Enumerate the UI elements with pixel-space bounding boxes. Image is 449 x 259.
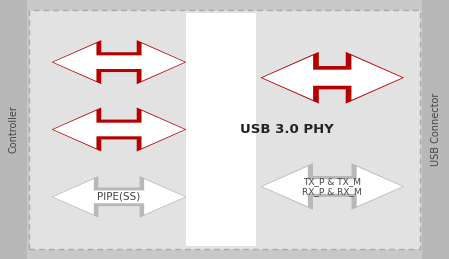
FancyBboxPatch shape: [422, 0, 449, 259]
Text: USB Connector: USB Connector: [431, 93, 440, 166]
Polygon shape: [260, 163, 404, 210]
Text: Controller: Controller: [9, 106, 18, 153]
Text: DP & DM: DP & DM: [309, 73, 355, 83]
Polygon shape: [260, 52, 404, 104]
Polygon shape: [53, 43, 185, 81]
Polygon shape: [52, 107, 186, 152]
Text: PIPE(SS): PIPE(SS): [97, 192, 141, 202]
Polygon shape: [262, 167, 402, 206]
Polygon shape: [262, 55, 402, 100]
Polygon shape: [53, 111, 185, 148]
FancyBboxPatch shape: [0, 0, 27, 259]
Text: USB 3.0 PHY: USB 3.0 PHY: [240, 123, 334, 136]
Text: TX_P & TX_M
RX_P & RX_M: TX_P & TX_M RX_P & RX_M: [302, 177, 362, 196]
FancyBboxPatch shape: [186, 13, 256, 246]
FancyBboxPatch shape: [29, 10, 420, 249]
Text: Serial(FS/LS): Serial(FS/LS): [86, 125, 152, 134]
Polygon shape: [53, 179, 185, 215]
Polygon shape: [52, 176, 186, 218]
Text: UTMI+(HS): UTMI+(HS): [91, 57, 147, 67]
Polygon shape: [52, 40, 186, 84]
